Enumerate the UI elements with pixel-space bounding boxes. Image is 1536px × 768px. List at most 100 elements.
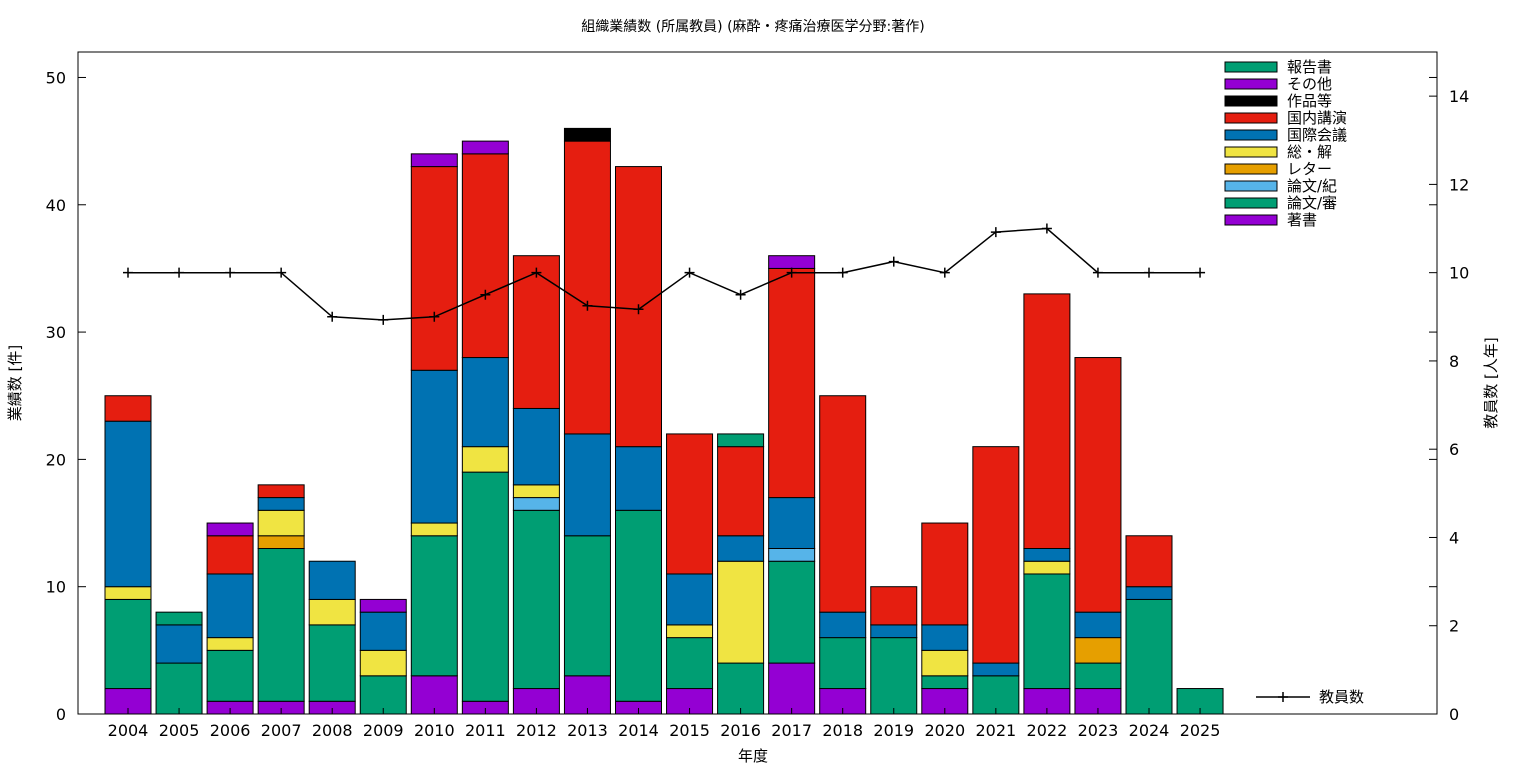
- y-tick-label: 20: [46, 450, 66, 469]
- line-legend-marker: [1278, 692, 1288, 702]
- bar-segment: [410, 166, 458, 371]
- bar-segment: [359, 611, 407, 651]
- bar-segment: [104, 420, 152, 588]
- bar-segment: [206, 649, 254, 702]
- y2-tick-label: 2: [1449, 617, 1459, 636]
- bar-segment: [308, 560, 356, 600]
- x-tick-label: 2021: [975, 721, 1016, 740]
- line-point: [786, 267, 797, 278]
- bar-segment: [1023, 293, 1071, 549]
- bar-segment: [410, 522, 458, 537]
- bar-segment: [512, 509, 560, 690]
- y-tick-label: 40: [46, 196, 66, 215]
- y-tick-label: 50: [46, 68, 66, 87]
- bar-segment: [1023, 573, 1071, 690]
- bar-segment: [666, 573, 714, 626]
- bar-segment: [1125, 586, 1173, 600]
- bar-segment: [461, 357, 509, 448]
- line-point: [480, 289, 491, 300]
- bar-segment: [155, 624, 203, 664]
- plot-frame: [77, 51, 1438, 715]
- legend-label: 総・解: [1287, 143, 1332, 161]
- bar-segment: [512, 497, 560, 511]
- bar-segment: [870, 637, 918, 715]
- bar-segment: [1074, 357, 1122, 613]
- bar-segment: [1125, 535, 1173, 588]
- teacher-count-line: [128, 227, 1200, 321]
- line-point: [123, 267, 133, 278]
- y2-tick-label: 8: [1449, 352, 1459, 371]
- bar-segment: [206, 535, 254, 575]
- chart-title: 組織業績数 (所属教員) (麻酔・疼痛治療医学分野:著作): [581, 18, 924, 35]
- x-axis-ticks: 2004 2005 2006 2007 2008 2009 2010 2011 2012 2013…: [108, 708, 1221, 740]
- legend-label: 作品等: [1287, 92, 1332, 110]
- line-point: [1144, 267, 1154, 278]
- x-tick-label: 2016: [720, 721, 761, 740]
- y2-tick-label: 10: [1449, 264, 1469, 283]
- bar-segment: [1074, 611, 1122, 639]
- bar-segment: [870, 586, 918, 626]
- bar-segment: [155, 662, 203, 715]
- bar-segment: [921, 675, 969, 690]
- y-tick-label: 10: [46, 578, 66, 597]
- legend-swatch: [1224, 61, 1278, 73]
- x-axis-label: 年度: [738, 747, 768, 765]
- bar-segment: [257, 497, 305, 511]
- line-point: [429, 311, 440, 322]
- legend-label: 国際会議: [1287, 126, 1347, 144]
- bar-segment: [819, 611, 867, 639]
- bar-segment: [666, 624, 714, 639]
- legend-swatch: [1224, 129, 1278, 141]
- line-point: [1092, 267, 1103, 278]
- line-point: [1041, 223, 1052, 234]
- x-tick-label: 2025: [1180, 721, 1221, 740]
- line-legend-label: 教員数: [1319, 688, 1364, 706]
- bar-segment: [206, 637, 254, 651]
- x-tick-label: 2024: [1129, 721, 1170, 740]
- bar-segment: [563, 140, 611, 435]
- y2-tick-label: 0: [1449, 705, 1459, 724]
- bar-segment: [870, 624, 918, 639]
- bar-segment: [1074, 637, 1122, 664]
- bar-segment: [972, 662, 1020, 677]
- legend-swatch: [1224, 197, 1278, 209]
- line-point: [327, 311, 338, 322]
- line-point: [378, 314, 389, 325]
- bar-segment: [461, 446, 509, 473]
- bar-segment: [206, 573, 254, 639]
- line-point: [633, 304, 644, 315]
- bar-segment: [717, 662, 765, 715]
- y2-axis-ticks: 0 2 4 6 8 10 12 14: [1429, 87, 1469, 724]
- bar-segment: [308, 598, 356, 626]
- bar-segment: [768, 255, 816, 269]
- bar-segment: [717, 535, 765, 562]
- bar-segment: [512, 255, 560, 409]
- bar-segment: [461, 140, 509, 155]
- legend-swatch: [1224, 214, 1278, 226]
- bar-segment: [666, 637, 714, 690]
- x-tick-label: 2022: [1027, 721, 1068, 740]
- y-axis-label: 業績数 [件]: [6, 345, 24, 421]
- bar-segment: [1125, 598, 1173, 715]
- bar-segment: [717, 446, 765, 537]
- x-tick-label: 2004: [108, 721, 149, 740]
- bar-segment: [104, 586, 152, 600]
- y2-tick-label: 4: [1449, 528, 1459, 547]
- x-tick-label: 2019: [873, 721, 914, 740]
- y2-tick-label: 12: [1449, 175, 1469, 194]
- line-point: [990, 227, 1001, 238]
- bar-segment: [359, 649, 407, 677]
- bar-segment: [563, 535, 611, 677]
- x-tick-label: 2007: [261, 721, 302, 740]
- bar-segment: [768, 267, 816, 499]
- bar-segment: [768, 497, 816, 550]
- bar-segment: [615, 446, 662, 511]
- bar-segment: [257, 484, 305, 499]
- bar-segment: [717, 433, 765, 448]
- bar-segment: [512, 407, 560, 486]
- line-point: [582, 300, 593, 311]
- line-point: [735, 289, 746, 300]
- legend-label: その他: [1287, 75, 1332, 93]
